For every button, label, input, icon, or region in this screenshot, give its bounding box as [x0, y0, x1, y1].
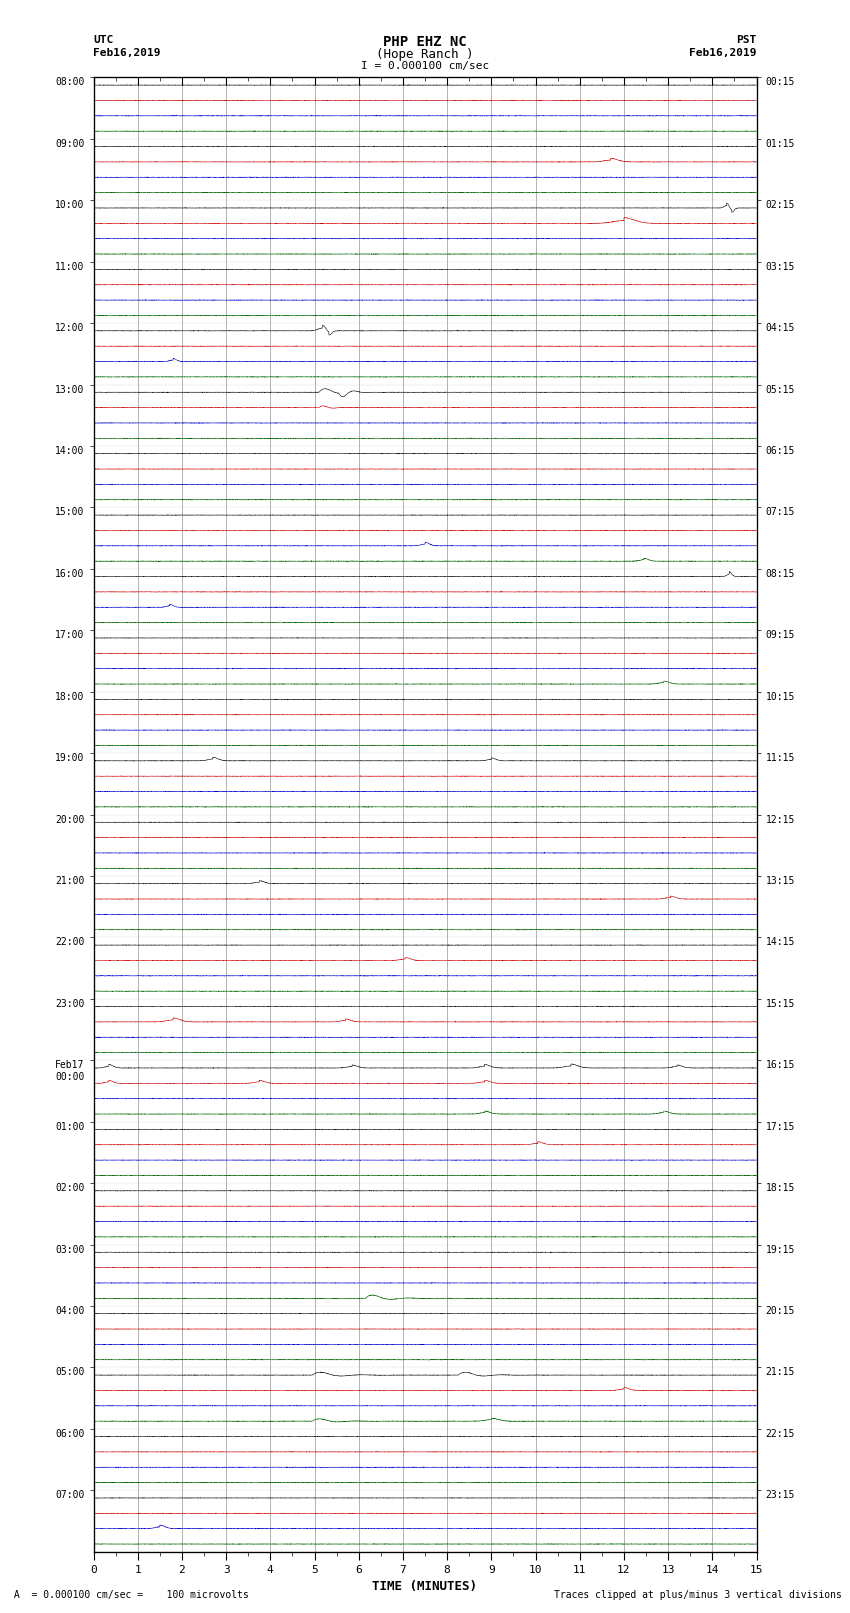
Text: Traces clipped at plus/minus 3 vertical divisions: Traces clipped at plus/minus 3 vertical …	[553, 1590, 842, 1600]
Text: Feb16,2019: Feb16,2019	[94, 48, 161, 58]
Text: A  = 0.000100 cm/sec =    100 microvolts: A = 0.000100 cm/sec = 100 microvolts	[8, 1590, 249, 1600]
X-axis label: TIME (MINUTES): TIME (MINUTES)	[372, 1581, 478, 1594]
Text: PST: PST	[736, 35, 756, 45]
Text: PHP EHZ NC: PHP EHZ NC	[383, 35, 467, 50]
Text: Feb16,2019: Feb16,2019	[689, 48, 756, 58]
Text: UTC: UTC	[94, 35, 114, 45]
Text: (Hope Ranch ): (Hope Ranch )	[377, 48, 473, 61]
Text: I = 0.000100 cm/sec: I = 0.000100 cm/sec	[361, 61, 489, 71]
